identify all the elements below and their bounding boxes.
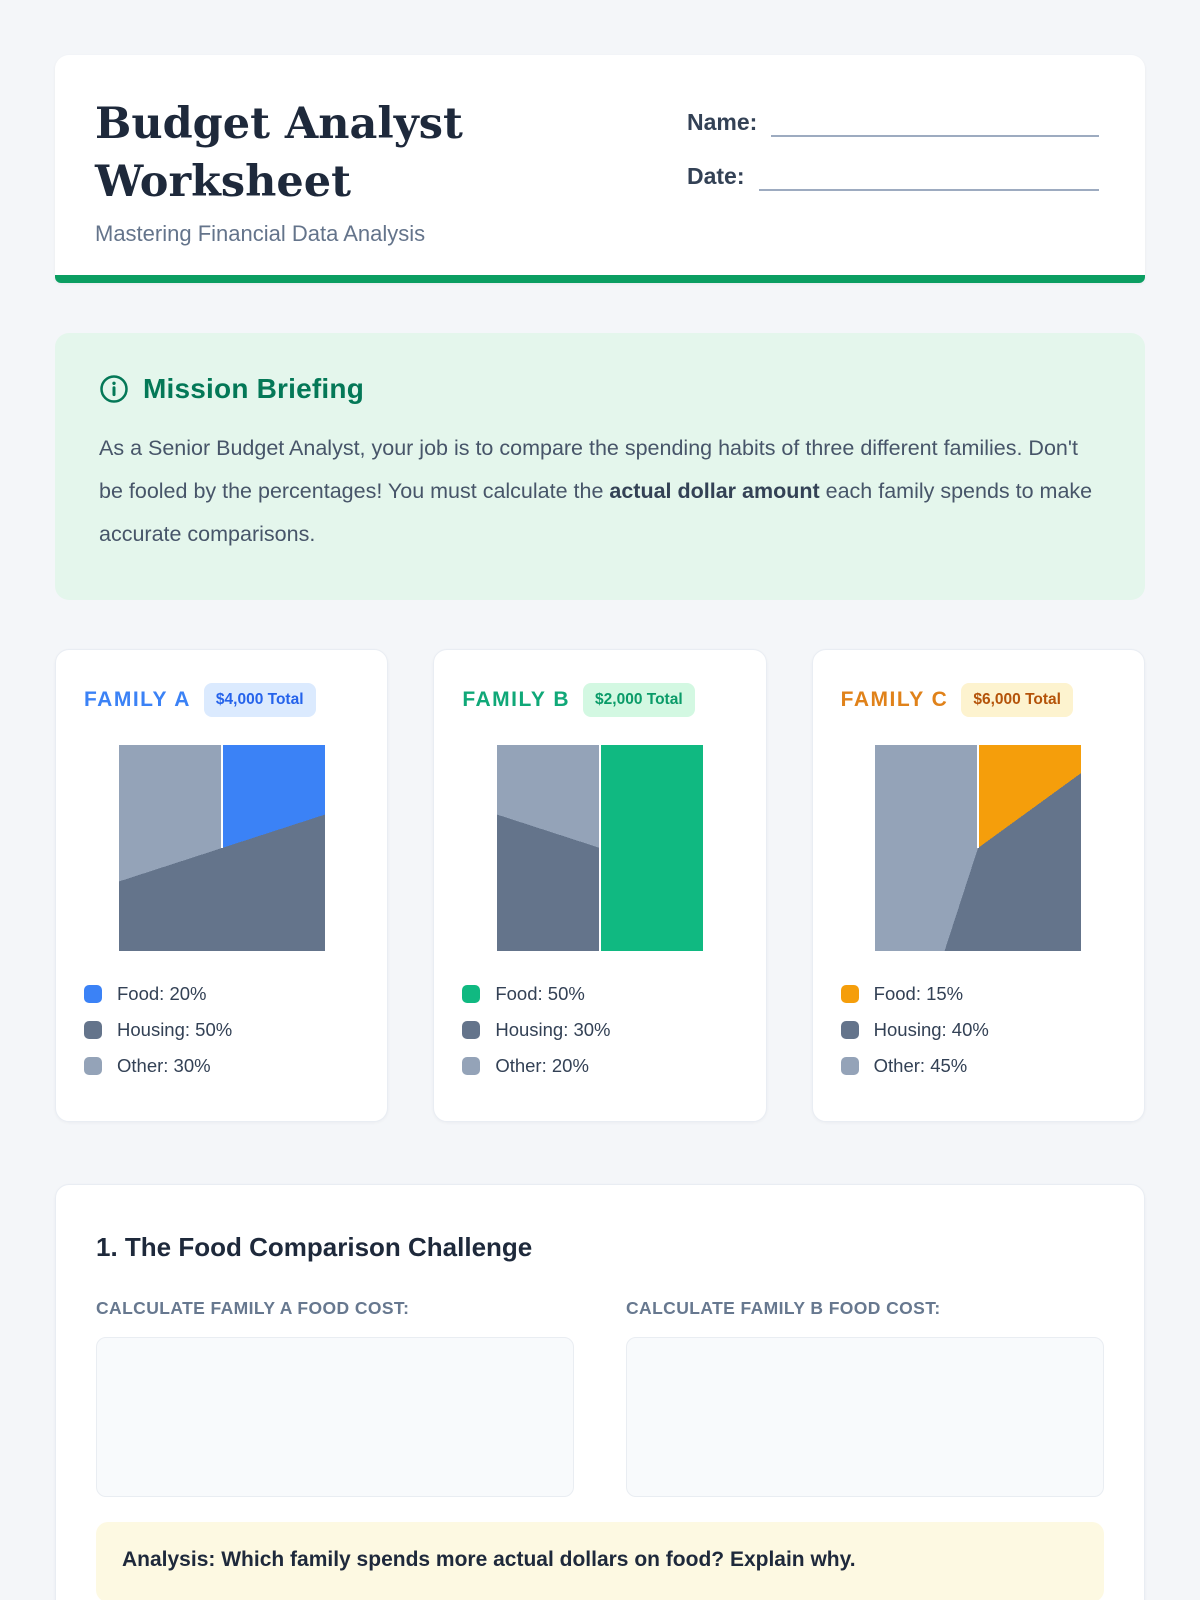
analysis-prompt: Analysis: Which family spends more actua… <box>122 1548 856 1571</box>
date-line[interactable] <box>758 161 1099 191</box>
mission-text-part1: As a Senior Budget Analyst, your job is … <box>99 436 1078 503</box>
header-inner: Budget Analyst Worksheet Mastering Finan… <box>55 55 1145 275</box>
mission-text-part2: each family spends to make accurate comp… <box>99 479 1093 546</box>
legend-label: Food: 15% <box>873 983 964 1004</box>
name-date-block: Name: Date: <box>687 103 1099 275</box>
legend-item: Food: 15% <box>840 983 1116 1005</box>
legend-swatch <box>840 1057 859 1075</box>
legend-item: Food: 50% <box>462 983 737 1005</box>
legend-swatch <box>84 985 102 1003</box>
legend-label: Food: 50% <box>495 983 585 1004</box>
date-label: Date: <box>687 163 745 190</box>
calc-label-family-b: CALCULATE FAMILY B FOOD COST: <box>626 1298 941 1318</box>
header-accent-bar <box>55 275 1145 283</box>
budget-pie-chart <box>118 745 325 951</box>
family-card-header: FAMILY A $4,000 Total <box>84 683 359 717</box>
family-card-header: FAMILY C $6,000 Total <box>841 683 1116 717</box>
legend-item: Food: 20% <box>84 983 359 1005</box>
chart-legend: Food: 50% Housing: 30% Other: 20% <box>462 983 737 1077</box>
legend-swatch <box>840 985 859 1003</box>
calc-column-family-a: CALCULATE FAMILY A FOOD COST: <box>96 1298 574 1497</box>
mission-body-text: As a Senior Budget Analyst, your job is … <box>99 427 1099 556</box>
family-name: FAMILY A <box>84 688 191 711</box>
family-card: FAMILY A $4,000 Total Food: 20% Housing: … <box>55 649 389 1122</box>
legend-swatch <box>462 985 481 1003</box>
slice-seam <box>220 745 223 848</box>
legend-label: Other: 20% <box>495 1055 589 1076</box>
legend-swatch <box>462 1057 481 1075</box>
pie-chart-wrap <box>84 745 359 951</box>
pie-chart-wrap <box>841 745 1116 951</box>
section-1-heading: 1. The Food Comparison Challenge <box>96 1232 533 1262</box>
calc-column-family-b: CALCULATE FAMILY B FOOD COST: <box>626 1298 1104 1497</box>
section-1-card: 1. The Food Comparison Challenge CALCULA… <box>55 1184 1145 1600</box>
legend-label: Housing: 50% <box>117 1019 233 1040</box>
budget-pie-chart <box>496 745 703 951</box>
legend-item: Housing: 50% <box>84 1019 359 1041</box>
slice-seam <box>598 848 601 951</box>
mission-title: Mission Briefing <box>143 373 364 404</box>
legend-item: Other: 45% <box>840 1055 1116 1077</box>
legend-label: Other: 45% <box>873 1055 968 1076</box>
family-card-header: FAMILY B $2,000 Total <box>462 683 737 717</box>
chart-legend: Food: 20% Housing: 50% Other: 30% <box>84 983 359 1077</box>
family-total-badge: $6,000 Total <box>961 683 1073 717</box>
page-title: Budget Analyst Worksheet <box>95 99 463 208</box>
name-label: Name: <box>687 109 758 136</box>
title-block: Budget Analyst Worksheet Mastering Finan… <box>95 95 615 275</box>
family-cards-row: FAMILY A $4,000 Total Food: 20% Housing: … <box>55 649 1145 1122</box>
legend-label: Other: 30% <box>117 1055 211 1076</box>
family-total-badge: $2,000 Total <box>583 683 695 717</box>
legend-item: Housing: 30% <box>462 1019 737 1041</box>
chart-legend: Food: 15% Housing: 40% Other: 45% <box>840 983 1116 1077</box>
family-total-badge: $4,000 Total <box>203 683 316 717</box>
answer-box-family-b[interactable] <box>626 1337 1104 1497</box>
legend-item: Housing: 40% <box>840 1019 1116 1041</box>
legend-label: Housing: 40% <box>873 1019 989 1040</box>
slice-seam <box>598 745 601 848</box>
page-subtitle: Mastering Financial Data Analysis <box>95 221 426 247</box>
legend-swatch <box>840 1021 859 1039</box>
legend-label: Housing: 30% <box>495 1019 611 1040</box>
family-card: FAMILY B $2,000 Total Food: 50% Housing: … <box>433 649 767 1122</box>
name-line[interactable] <box>771 107 1099 137</box>
answer-box-family-a[interactable] <box>96 1337 574 1497</box>
legend-item: Other: 30% <box>84 1055 359 1077</box>
slice-seam <box>977 745 980 848</box>
analysis-callout: Analysis: Which family spends more actua… <box>96 1522 1104 1600</box>
info-icon <box>99 374 129 404</box>
name-row: Name: <box>687 103 1099 137</box>
header-card: Budget Analyst Worksheet Mastering Finan… <box>55 55 1145 283</box>
family-name: FAMILY C <box>840 688 949 711</box>
legend-item: Other: 20% <box>462 1055 737 1077</box>
budget-pie-chart <box>875 745 1082 951</box>
date-row: Date: <box>687 157 1099 191</box>
mission-briefing-banner: Mission Briefing As a Senior Budget Anal… <box>55 333 1145 600</box>
family-name: FAMILY B <box>462 688 571 711</box>
calc-label-family-a: CALCULATE FAMILY A FOOD COST: <box>96 1298 410 1318</box>
mission-text-bold: actual dollar amount <box>609 479 820 503</box>
legend-swatch <box>84 1021 102 1039</box>
family-card: FAMILY C $6,000 Total Food: 15% Housing: … <box>811 649 1145 1122</box>
calculation-grid: CALCULATE FAMILY A FOOD COST: CALCULATE … <box>96 1298 1104 1497</box>
pie-chart-wrap <box>462 745 737 951</box>
legend-swatch <box>84 1057 102 1075</box>
legend-label: Food: 20% <box>117 983 207 1004</box>
mission-heading-row: Mission Briefing <box>99 373 1101 405</box>
legend-swatch <box>462 1021 481 1039</box>
